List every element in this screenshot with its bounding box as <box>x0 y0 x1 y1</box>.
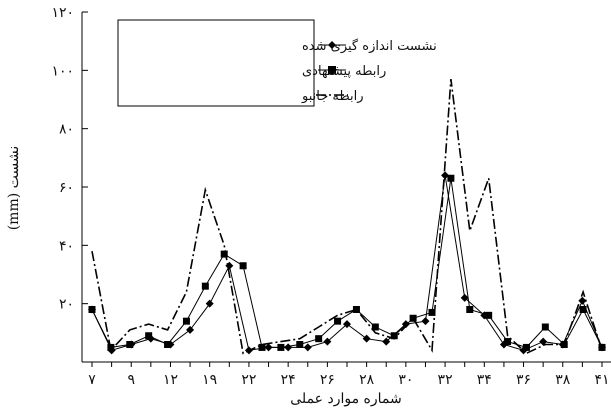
point-0-25 <box>578 296 587 305</box>
point-0-14 <box>362 334 371 343</box>
point-0-15 <box>382 337 391 346</box>
x-tick-label: ۳۴ <box>477 372 492 388</box>
x-tick-label: ۴۱ <box>594 372 609 388</box>
point-0-16 <box>401 320 410 329</box>
point-1-3 <box>145 332 153 340</box>
point-1-21 <box>485 311 493 319</box>
point-0-17 <box>421 317 430 326</box>
x-tick-label: ۲۴ <box>281 372 296 388</box>
point-1-11 <box>296 341 304 348</box>
legend-label-proposed: رابطه پیشنهادی <box>302 64 386 79</box>
legend-label-janbu: رابطه جانبو <box>301 89 364 104</box>
x-tick-label: ۳۶ <box>516 372 531 388</box>
x-tick-label: ۹ <box>127 372 135 388</box>
y-tick-label: ۶۰ <box>59 180 74 196</box>
point-1-10 <box>277 343 285 351</box>
point-0-12 <box>323 337 332 346</box>
point-1-7 <box>220 250 228 258</box>
point-0-13 <box>343 320 351 329</box>
point-1-12 <box>315 335 323 343</box>
x-tick-label: ۱۲ <box>163 372 178 388</box>
point-0-8 <box>244 346 253 355</box>
series-markers <box>88 171 606 355</box>
point-0-19 <box>460 293 469 302</box>
point-1-27 <box>598 343 606 351</box>
x-tick-label: ۲۲ <box>241 372 256 388</box>
legend-marker-square <box>328 66 336 74</box>
point-1-2 <box>126 341 134 348</box>
point-0-10 <box>284 343 293 352</box>
x-tick-label: ۳۲ <box>438 372 453 388</box>
point-0-11 <box>303 343 312 352</box>
point-0-7 <box>225 261 234 270</box>
point-0-18 <box>441 171 450 180</box>
y-ticks: ۲۰ ۴۰ ۶۰ ۸۰ ۱۰۰ ۱۲۰ <box>51 5 88 363</box>
x-tick-label: ۲۸ <box>359 372 375 388</box>
x-tick-label: ۷ <box>88 372 96 388</box>
point-1-13 <box>334 317 342 325</box>
point-1-17 <box>409 314 417 322</box>
point-1-23 <box>522 343 530 351</box>
point-1-9 <box>258 343 266 351</box>
point-1-14 <box>352 306 360 313</box>
point-0-23 <box>539 337 548 346</box>
y-tick-label: ۲۰ <box>59 297 74 313</box>
point-1-6 <box>201 282 209 290</box>
legend: نشست اندازه گیری شده رابطه پیشنهادی رابط… <box>117 19 437 107</box>
point-1-15 <box>371 323 379 331</box>
point-1-16 <box>390 332 398 340</box>
point-1-8 <box>239 262 247 270</box>
legend-marker-diamond <box>328 41 336 49</box>
x-tick-label: ۲۶ <box>320 372 335 388</box>
point-0-9 <box>264 343 273 352</box>
point-1-4 <box>164 341 172 348</box>
x-tick-label: ۱۹ <box>202 372 217 388</box>
x-tick-label: ۳۰ <box>398 372 413 388</box>
y-tick-label: ۸۰ <box>59 122 74 138</box>
y-tick-label: ۱۲۰ <box>51 5 74 21</box>
point-1-22 <box>504 338 512 346</box>
legend-box <box>117 19 315 107</box>
point-0-6 <box>205 299 214 308</box>
y-axis-title: نشست (mm) <box>6 146 22 231</box>
point-1-5 <box>182 317 190 325</box>
series-lines <box>91 79 603 355</box>
point-1-25 <box>560 341 568 348</box>
point-1-20 <box>466 306 474 313</box>
point-1-19 <box>447 174 455 182</box>
x-ticks: ۷ ۹ ۱۲ ۱۹ ۲۲ ۲۴ ۲۶ ۲۸ ۳۰ ۳۲ ۳۴ ۳۶ ۳۸ ۴۱ <box>88 362 610 388</box>
y-tick-label: ۱۰۰ <box>51 63 74 79</box>
point-1-24 <box>541 323 549 331</box>
x-tick-label: ۳۸ <box>555 372 571 388</box>
point-1-18 <box>428 308 436 316</box>
y-tick-label: ۴۰ <box>59 238 74 254</box>
legend-label-measured: نشست اندازه گیری شده <box>302 38 437 54</box>
series-line-2 <box>91 79 603 355</box>
point-0-5 <box>186 325 195 334</box>
x-axis-title: شماره موارد عملی <box>290 391 401 407</box>
point-1-0 <box>88 306 96 313</box>
point-1-1 <box>107 343 115 351</box>
point-1-26 <box>579 306 587 313</box>
